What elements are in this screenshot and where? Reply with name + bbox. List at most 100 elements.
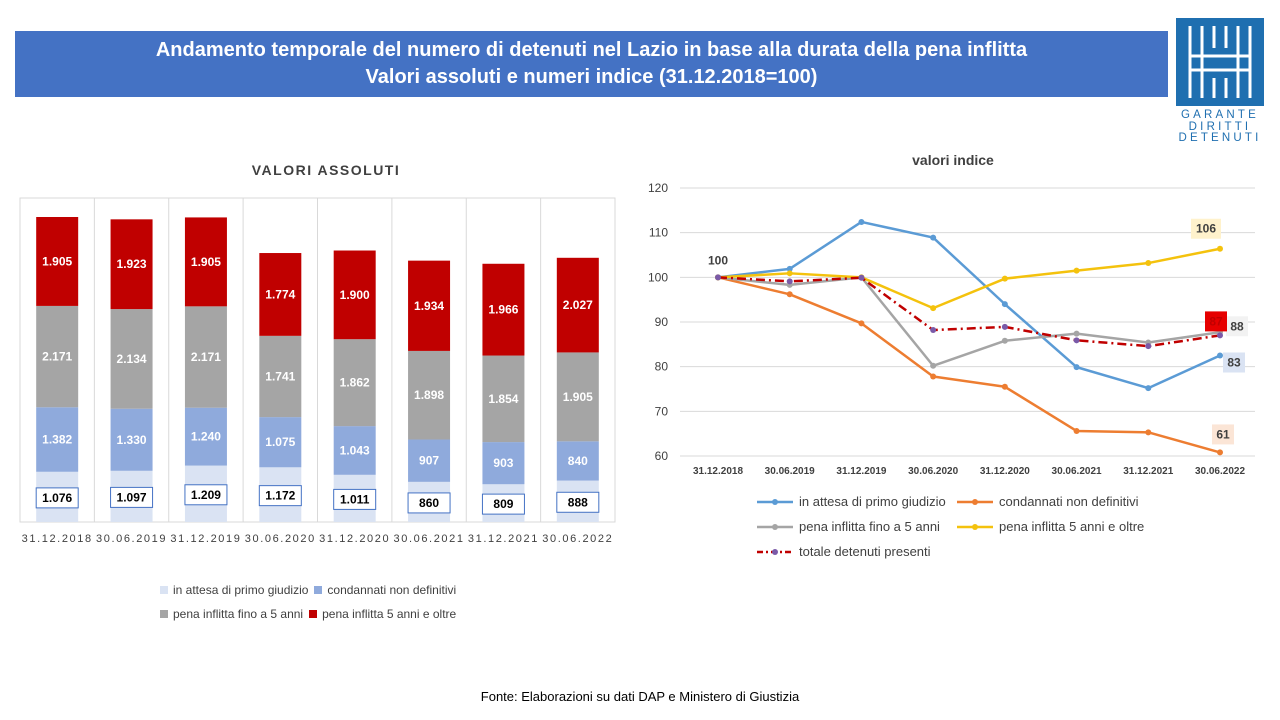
line-chart-title: valori indice — [912, 152, 994, 168]
legend-swatch-fino5 — [160, 610, 168, 618]
legend-line-fino5: pena inflitta fino a 5 anni — [755, 519, 955, 534]
point-totale — [1217, 332, 1223, 339]
y-tick-label: 90 — [655, 315, 669, 329]
legend-swatch-oltre5 — [309, 610, 318, 618]
data-label-box-attesa — [556, 491, 600, 513]
data-label-box-attesa — [407, 492, 451, 514]
x-tick-label: 31.12.2021 — [468, 533, 539, 545]
line-chart: valori indice 60 70 80 90 100 110 120 31.12.2018… — [648, 152, 1255, 477]
legend-line-attesa-marker — [757, 498, 793, 505]
y-tick-label: 60 — [655, 449, 669, 463]
x-tick-label: 30.06.2020 — [908, 466, 958, 477]
title-line-1: Andamento temporale del numero di detenu… — [155, 39, 1028, 61]
x-tick-label: 30.06.2021 — [394, 533, 465, 545]
point-fino5 — [1001, 337, 1008, 344]
x-tick-label: 31.12.2018 — [693, 466, 743, 477]
data-label-attesa: 1.209 — [191, 488, 221, 502]
data-label-condannati: 1.240 — [191, 430, 221, 444]
point-condannati — [786, 291, 793, 298]
bar-oltre5 — [259, 253, 302, 336]
point-condannati — [858, 320, 865, 327]
legend-item-condannati: condannati non definitivi — [314, 583, 456, 597]
data-label-oltre5: 1.774 — [265, 287, 295, 301]
bar-oltre5 — [556, 257, 599, 353]
legend-line-oltre5-label: pena inflitta 5 anni e oltre — [999, 519, 1145, 534]
garante-logo: GARANTE DIRITTI DETENUTI — [1172, 18, 1268, 146]
bar-condannati — [333, 426, 376, 475]
data-label-attesa: 1.011 — [340, 492, 370, 506]
data-label-box-attesa — [110, 486, 154, 508]
point-totale — [1145, 343, 1152, 350]
point-oltre5 — [1001, 275, 1008, 282]
data-label-attesa: 1.076 — [42, 491, 72, 505]
legend-swatch-condannati — [314, 586, 323, 594]
data-label-fino5: 2.171 — [42, 350, 72, 364]
bar-fino5 — [482, 355, 525, 443]
end-label-attesa: 83 — [1227, 356, 1241, 370]
end-label-condannati: 61 — [1216, 427, 1230, 441]
x-tick-label: 30.06.2020 — [245, 533, 316, 545]
point-oltre5 — [930, 305, 937, 312]
legend-line-condannati: condannati non definitivi — [955, 494, 1155, 509]
data-label-condannati: 907 — [419, 454, 439, 468]
legend-item-oltre5: pena inflitta 5 anni e oltre — [309, 607, 456, 621]
y-tick-label: 100 — [648, 270, 668, 284]
point-attesa — [1001, 301, 1008, 308]
data-label-oltre5: 2.027 — [563, 298, 593, 312]
logo-text-line-2: DIRITTI — [1188, 120, 1252, 133]
point-condannati — [1073, 427, 1080, 434]
bar-oltre5 — [184, 217, 227, 307]
point-attesa — [858, 218, 865, 225]
x-tick-label: 31.12.2019 — [836, 466, 886, 477]
point-fino5 — [930, 362, 937, 369]
logo-text-line-3: DETENUTI — [1178, 132, 1262, 144]
x-tick-label: 30.06.2019 — [765, 466, 815, 477]
data-label-oltre5: 1.905 — [191, 255, 221, 269]
bar-fino5 — [36, 305, 79, 408]
bar-chart-title: VALORI ASSOLUTI — [252, 162, 401, 178]
point-totale — [786, 278, 793, 285]
end-label-box-fino5 — [1226, 316, 1248, 337]
point-oltre5 — [1145, 260, 1152, 267]
bar-condannati — [259, 417, 302, 468]
data-label-fino5: 2.171 — [191, 350, 221, 364]
source-note: Fonte: Elaborazioni su dati DAP e Minist… — [480, 689, 800, 704]
data-label-oltre5: 1.923 — [117, 257, 147, 271]
end-label-totale: 87 — [1209, 314, 1223, 328]
data-label-attesa: 860 — [419, 496, 439, 510]
bar-oltre5 — [110, 219, 153, 310]
data-label-fino5: 1.898 — [414, 388, 444, 402]
x-tick-label: 30.06.2022 — [542, 533, 613, 545]
x-tick-label: 30.06.2022 — [1195, 466, 1245, 477]
legend-line-oltre5: pena inflitta 5 anni e oltre — [955, 519, 1155, 534]
bar-oltre5 — [482, 263, 525, 356]
line-condannati — [717, 276, 1221, 454]
point-attesa — [1217, 352, 1223, 359]
bar-fino5 — [408, 350, 451, 440]
data-label-box-attesa — [184, 484, 228, 506]
data-label-condannati: 1.075 — [265, 435, 295, 449]
title-line-2: Valori assoluti e numeri indice (31.12.2… — [365, 66, 818, 88]
x-tick-label: 31.12.2020 — [980, 466, 1030, 477]
data-label-fino5: 1.862 — [340, 376, 370, 390]
legend-item-attesa: in attesa di primo giudizio — [160, 583, 308, 597]
point-condannati — [1001, 383, 1008, 390]
x-tick-label: 31.12.2020 — [319, 533, 390, 545]
data-label-condannati: 1.043 — [340, 443, 370, 457]
legend-line-condannati-label: condannati non definitivi — [999, 494, 1139, 509]
legend-label-fino5: pena inflitta fino a 5 anni — [173, 607, 304, 621]
point-attesa — [1073, 364, 1080, 371]
legend-line-totale-label: totale detenuti presenti — [799, 544, 931, 559]
point-oltre5 — [1073, 267, 1080, 274]
bar-condannati — [36, 407, 79, 472]
data-label-fino5: 1.905 — [563, 390, 593, 404]
bar-chart-legend: in attesa di primo giudizio condannati n… — [160, 578, 540, 626]
data-label-fino5: 1.741 — [265, 369, 295, 383]
logo-text-line-1: GARANTE — [1181, 109, 1259, 121]
legend-line-totale: totale detenuti presenti — [755, 544, 955, 559]
point-totale — [930, 327, 937, 334]
y-tick-label: 110 — [649, 226, 668, 240]
data-label-attesa: 888 — [568, 495, 588, 509]
legend-label-condannati: condannati non definitivi — [327, 583, 457, 597]
legend-line-fino5-label: pena inflitta fino a 5 anni — [799, 519, 940, 534]
